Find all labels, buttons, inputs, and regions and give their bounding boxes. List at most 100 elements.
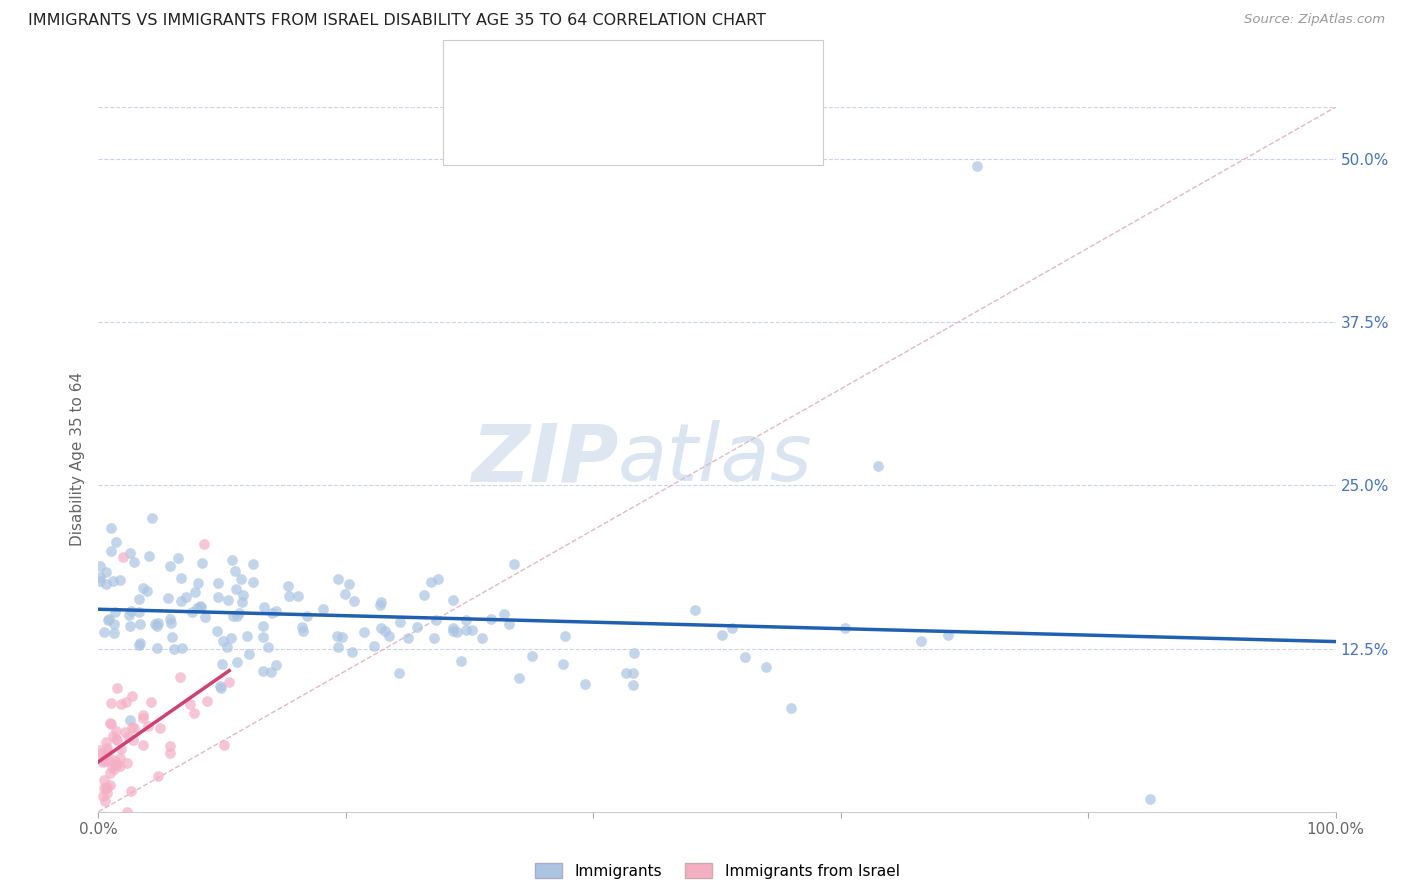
Text: Source: ZipAtlas.com: Source: ZipAtlas.com bbox=[1244, 13, 1385, 27]
Point bbox=[232, 588, 254, 602]
Point bbox=[225, 609, 247, 624]
Point bbox=[89, 570, 111, 584]
Point bbox=[479, 612, 502, 626]
Text: R =  0.326   N =  62: R = 0.326 N = 62 bbox=[501, 108, 668, 126]
Point bbox=[138, 549, 160, 564]
Point bbox=[242, 574, 264, 589]
Point bbox=[834, 621, 856, 635]
Point bbox=[343, 594, 366, 608]
Point bbox=[508, 671, 530, 685]
Point bbox=[574, 676, 596, 690]
Point bbox=[503, 557, 526, 571]
Point bbox=[94, 577, 117, 591]
Point bbox=[208, 679, 231, 693]
Point bbox=[103, 626, 125, 640]
Point bbox=[96, 786, 118, 800]
Point bbox=[460, 623, 482, 637]
Point bbox=[93, 624, 115, 639]
Point bbox=[96, 565, 118, 579]
Point bbox=[97, 612, 120, 626]
Point bbox=[179, 697, 201, 711]
Point bbox=[194, 610, 217, 624]
Point bbox=[291, 624, 314, 638]
Point bbox=[108, 759, 131, 773]
Point bbox=[353, 624, 375, 639]
Point bbox=[252, 630, 274, 644]
Point bbox=[866, 458, 889, 473]
Point bbox=[118, 546, 141, 560]
Point bbox=[264, 604, 287, 618]
Point bbox=[105, 757, 128, 772]
Point bbox=[207, 575, 229, 590]
Point bbox=[242, 558, 264, 572]
Point bbox=[157, 591, 180, 606]
Point bbox=[207, 590, 229, 604]
Point bbox=[118, 607, 141, 622]
Point bbox=[97, 613, 120, 627]
Point bbox=[96, 734, 118, 748]
Point bbox=[93, 772, 115, 787]
Point bbox=[181, 605, 204, 619]
Point bbox=[441, 621, 464, 635]
Text: IMMIGRANTS VS IMMIGRANTS FROM ISRAEL DISABILITY AGE 35 TO 64 CORRELATION CHART: IMMIGRANTS VS IMMIGRANTS FROM ISRAEL DIS… bbox=[28, 13, 766, 29]
Point bbox=[554, 629, 576, 643]
Point bbox=[115, 756, 138, 771]
Point bbox=[218, 675, 240, 690]
Point bbox=[498, 617, 520, 632]
Point bbox=[96, 744, 118, 758]
Point bbox=[425, 613, 447, 627]
Point bbox=[141, 511, 163, 525]
Point bbox=[311, 602, 333, 616]
Point bbox=[145, 619, 167, 633]
Point bbox=[159, 559, 181, 574]
Point bbox=[167, 550, 190, 565]
Point bbox=[259, 665, 281, 679]
Point bbox=[128, 636, 150, 650]
Point bbox=[98, 716, 121, 731]
Point bbox=[333, 587, 356, 601]
Point bbox=[159, 739, 181, 753]
Point bbox=[231, 595, 253, 609]
Point bbox=[454, 623, 477, 637]
Point bbox=[222, 608, 245, 623]
Point bbox=[174, 590, 197, 604]
Point bbox=[124, 721, 146, 735]
Point bbox=[115, 805, 138, 819]
Point bbox=[121, 690, 143, 704]
Point bbox=[492, 607, 515, 621]
Point bbox=[100, 544, 122, 558]
Point bbox=[100, 696, 122, 710]
Point bbox=[105, 758, 128, 772]
Point bbox=[195, 693, 218, 707]
Point bbox=[96, 780, 118, 794]
Point bbox=[187, 576, 209, 591]
Point bbox=[132, 581, 155, 595]
Point bbox=[264, 658, 287, 673]
Point bbox=[131, 711, 153, 725]
Point bbox=[94, 754, 117, 768]
Point bbox=[132, 738, 155, 752]
Point bbox=[471, 631, 494, 645]
Point bbox=[122, 555, 145, 569]
Point bbox=[368, 599, 391, 613]
Point bbox=[183, 706, 205, 720]
Point bbox=[138, 719, 160, 733]
Point bbox=[103, 729, 125, 743]
Point bbox=[110, 698, 132, 712]
Point bbox=[226, 655, 249, 669]
Point bbox=[136, 583, 159, 598]
Point bbox=[330, 630, 353, 644]
Point bbox=[253, 599, 276, 614]
Point bbox=[252, 665, 274, 679]
Point bbox=[90, 746, 112, 760]
Point bbox=[159, 746, 181, 760]
Point bbox=[110, 742, 132, 756]
Point bbox=[413, 588, 436, 602]
Point bbox=[623, 646, 645, 660]
Point bbox=[614, 665, 637, 680]
Point bbox=[108, 751, 131, 765]
Point bbox=[100, 778, 122, 792]
Point bbox=[105, 681, 128, 696]
Point bbox=[104, 757, 127, 772]
Point bbox=[277, 589, 299, 603]
